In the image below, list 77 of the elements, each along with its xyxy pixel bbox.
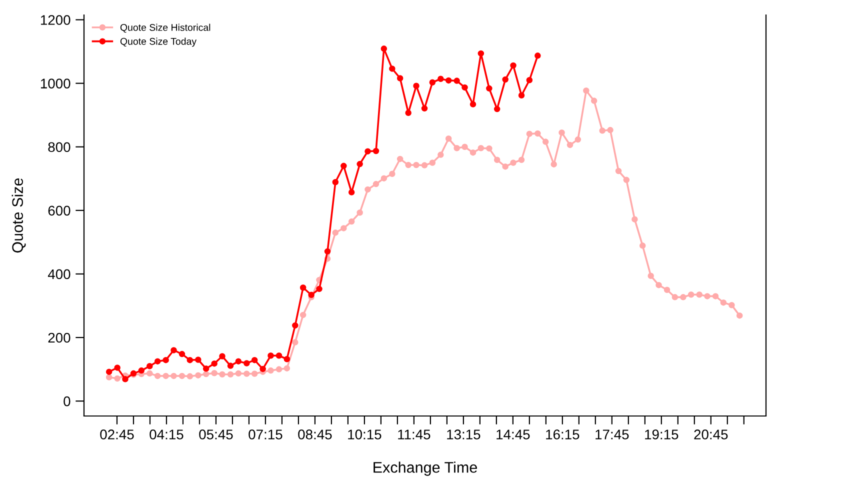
point xyxy=(292,322,298,329)
point xyxy=(300,284,306,291)
point xyxy=(429,79,436,86)
point xyxy=(170,347,177,354)
point xyxy=(146,362,153,370)
point xyxy=(154,358,161,364)
point xyxy=(389,66,396,72)
point xyxy=(486,85,492,92)
point xyxy=(502,76,508,83)
y-tick-label: 1000 xyxy=(40,78,70,88)
point xyxy=(364,148,371,154)
point xyxy=(445,77,452,84)
point xyxy=(178,350,186,358)
point xyxy=(405,110,412,116)
point xyxy=(162,356,169,364)
x-tick-label: 10:15 xyxy=(348,430,382,440)
point xyxy=(106,368,112,375)
point xyxy=(332,179,339,186)
point xyxy=(211,360,218,367)
x-tick-label: 13:15 xyxy=(447,430,480,440)
x-tick-label: 07:15 xyxy=(248,430,282,440)
point xyxy=(454,78,460,84)
y-tick-label: 400 xyxy=(48,269,70,280)
point xyxy=(219,353,226,360)
point xyxy=(462,84,468,91)
x-tick-label: 05:45 xyxy=(199,430,233,440)
point xyxy=(316,286,322,292)
legend-label: Quote Size Today xyxy=(120,38,197,47)
point xyxy=(438,76,444,82)
point xyxy=(413,82,420,89)
point xyxy=(268,352,274,359)
y-tick-label: 800 xyxy=(48,142,70,152)
point xyxy=(251,356,258,364)
point xyxy=(380,46,388,52)
y-tick-label: 600 xyxy=(48,206,70,216)
x-tick-label: 17:45 xyxy=(596,430,629,440)
point xyxy=(186,356,194,364)
y-tick-label: 1200 xyxy=(40,15,70,25)
point xyxy=(534,52,541,59)
x-tick-label: 04:15 xyxy=(150,430,184,440)
x-tick-label: 08:45 xyxy=(298,430,332,440)
x-tick-label: 19:15 xyxy=(645,430,678,440)
point xyxy=(494,106,500,112)
x-tick-label: 16:15 xyxy=(546,430,580,440)
point xyxy=(235,358,242,364)
point xyxy=(421,105,428,112)
point xyxy=(510,62,516,69)
x-axis-title: Exchange Time xyxy=(374,462,477,476)
x-tick-label: 02:45 xyxy=(100,430,134,440)
point xyxy=(244,360,250,366)
x-tick-label: 11:45 xyxy=(398,430,430,440)
point xyxy=(372,148,380,154)
point xyxy=(518,92,525,99)
point xyxy=(308,292,314,298)
y-axis-title: Quote Size xyxy=(12,178,26,253)
point xyxy=(478,50,484,57)
point xyxy=(396,75,404,82)
point xyxy=(340,162,347,170)
point xyxy=(122,376,128,382)
point xyxy=(138,367,145,374)
point xyxy=(227,362,234,369)
point xyxy=(284,356,290,362)
x-tick-label: 20:45 xyxy=(694,430,728,440)
point xyxy=(470,101,476,108)
point xyxy=(260,366,266,372)
point xyxy=(202,366,210,372)
x-tick-label: 14:45 xyxy=(496,430,530,440)
legend-label: Quote Size Historical xyxy=(120,24,210,33)
y-tick-label: 200 xyxy=(48,332,70,343)
point xyxy=(348,189,355,196)
point xyxy=(356,160,363,168)
point xyxy=(526,77,533,84)
point xyxy=(114,364,120,371)
y-tick-label: 0 xyxy=(64,396,70,406)
point xyxy=(195,356,202,363)
point xyxy=(324,248,331,255)
point xyxy=(276,352,282,359)
